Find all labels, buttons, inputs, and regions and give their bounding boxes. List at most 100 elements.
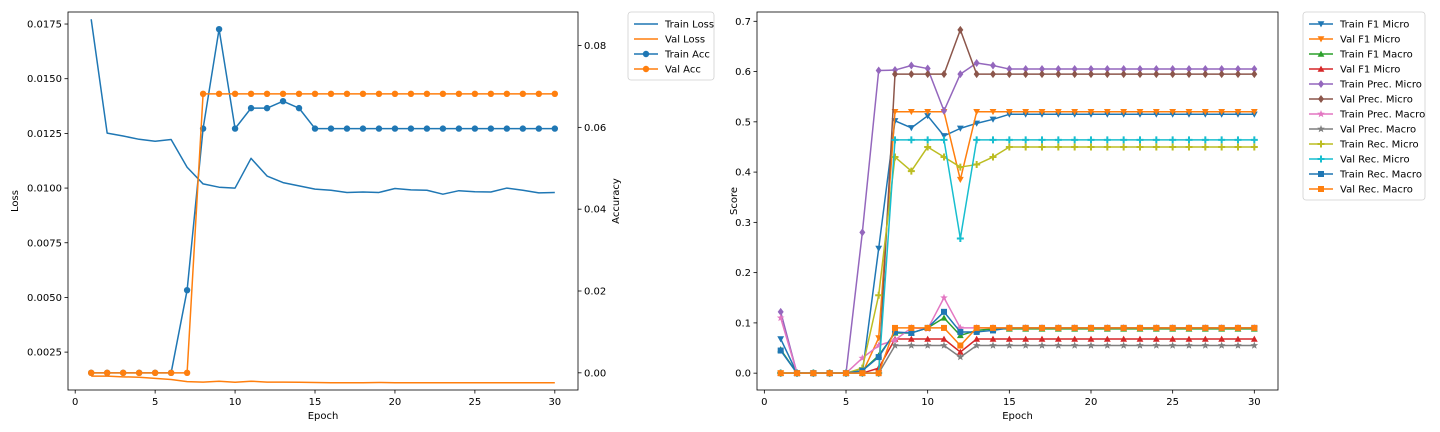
data-point <box>1054 143 1062 151</box>
x-tick-label: 20 <box>389 397 402 408</box>
data-point <box>1055 324 1062 331</box>
data-point <box>1234 335 1242 342</box>
legend-marker <box>1317 50 1325 57</box>
y-tick-label: 0.4 <box>735 168 751 179</box>
data-point <box>503 125 511 132</box>
data-point <box>1120 143 1128 151</box>
data-point <box>295 90 303 98</box>
data-point <box>956 323 965 332</box>
x-tick-label: 15 <box>309 397 322 408</box>
data-point <box>907 109 915 116</box>
data-point <box>1136 136 1144 144</box>
data-point <box>247 90 255 98</box>
data-point <box>941 324 948 331</box>
data-point <box>1005 341 1014 349</box>
data-point <box>167 369 175 377</box>
data-point <box>1087 136 1095 144</box>
data-point <box>907 335 915 342</box>
data-point <box>1055 65 1062 74</box>
data-point <box>1104 324 1111 331</box>
data-point <box>1251 65 1258 74</box>
data-point <box>423 90 431 98</box>
data-point <box>859 228 866 237</box>
y2-tick-label: 0.04 <box>584 205 606 216</box>
data-point <box>1055 70 1062 79</box>
data-point <box>892 324 899 331</box>
data-point <box>359 125 367 132</box>
x-tick-label: 30 <box>1248 397 1261 408</box>
data-point <box>957 25 964 34</box>
data-point <box>1136 143 1144 151</box>
data-point <box>940 136 948 144</box>
data-point <box>231 125 239 132</box>
x-tick-label: 30 <box>548 397 561 408</box>
data-point <box>1169 324 1176 331</box>
data-point <box>1022 70 1029 79</box>
data-point <box>1202 324 1209 331</box>
data-point <box>199 90 207 98</box>
data-point <box>279 90 287 98</box>
data-point <box>940 133 948 140</box>
data-point <box>941 70 948 79</box>
data-point <box>1136 341 1144 349</box>
data-point <box>1022 65 1029 74</box>
axes-frame <box>756 11 1279 391</box>
data-point <box>1169 143 1177 151</box>
series-train-prec-macro <box>776 293 1259 377</box>
data-point <box>875 291 883 299</box>
legend-item: Val Loss <box>634 35 705 46</box>
data-point <box>1234 109 1242 116</box>
data-point <box>1022 136 1030 144</box>
data-point <box>1103 341 1112 349</box>
legend-label: Val Loss <box>665 35 705 46</box>
data-point <box>907 136 915 144</box>
data-point <box>439 90 447 98</box>
legend-marker <box>1317 110 1325 118</box>
legend-label: Val Acc <box>665 65 701 76</box>
data-point <box>1071 335 1079 342</box>
data-point <box>1120 335 1128 342</box>
data-point <box>924 70 931 79</box>
legend-item: Val Prec. Micro <box>1309 95 1413 106</box>
data-point <box>279 97 287 105</box>
series-line <box>780 113 1255 374</box>
data-point <box>956 348 964 355</box>
data-point <box>908 70 915 79</box>
x-tick-label: 5 <box>843 397 849 408</box>
data-point <box>1136 70 1143 79</box>
data-point <box>777 370 784 377</box>
data-point <box>874 341 883 349</box>
y2-tick-label: 0.00 <box>584 368 606 379</box>
y-tick-label: 0.0125 <box>27 129 62 140</box>
data-point <box>1218 65 1225 74</box>
legend-marker <box>1317 125 1325 133</box>
legend-marker <box>1317 36 1325 43</box>
data-point <box>1021 341 1030 349</box>
data-point <box>875 354 882 361</box>
data-point <box>957 342 964 349</box>
x-tick-label: 25 <box>469 397 482 408</box>
data-point <box>989 341 997 349</box>
series-line <box>91 93 555 374</box>
data-point <box>1119 341 1128 349</box>
series-val-rec-macro <box>777 324 1258 377</box>
data-point <box>1054 341 1063 349</box>
axes-frame <box>67 11 579 391</box>
data-point <box>1169 65 1176 74</box>
data-point <box>1185 324 1192 331</box>
legend-marker <box>1318 171 1324 177</box>
data-point <box>1201 335 1209 342</box>
data-point <box>1217 341 1226 349</box>
data-point <box>1234 136 1242 144</box>
series-train-f1-micro <box>777 111 1258 377</box>
score-chart: 0 5 10 15 20 25 30 0.0 0.1 0.2 0.3 0.4 0.5 0.6 0.7 Epoc… <box>729 11 1426 422</box>
data-point <box>826 370 833 377</box>
data-point <box>923 341 932 349</box>
data-point <box>311 125 319 132</box>
legend-label: Train Acc <box>664 50 710 61</box>
data-point <box>1218 324 1225 331</box>
data-point <box>119 369 127 377</box>
data-point <box>1038 136 1046 144</box>
data-point <box>989 136 997 144</box>
data-point <box>1169 335 1177 342</box>
